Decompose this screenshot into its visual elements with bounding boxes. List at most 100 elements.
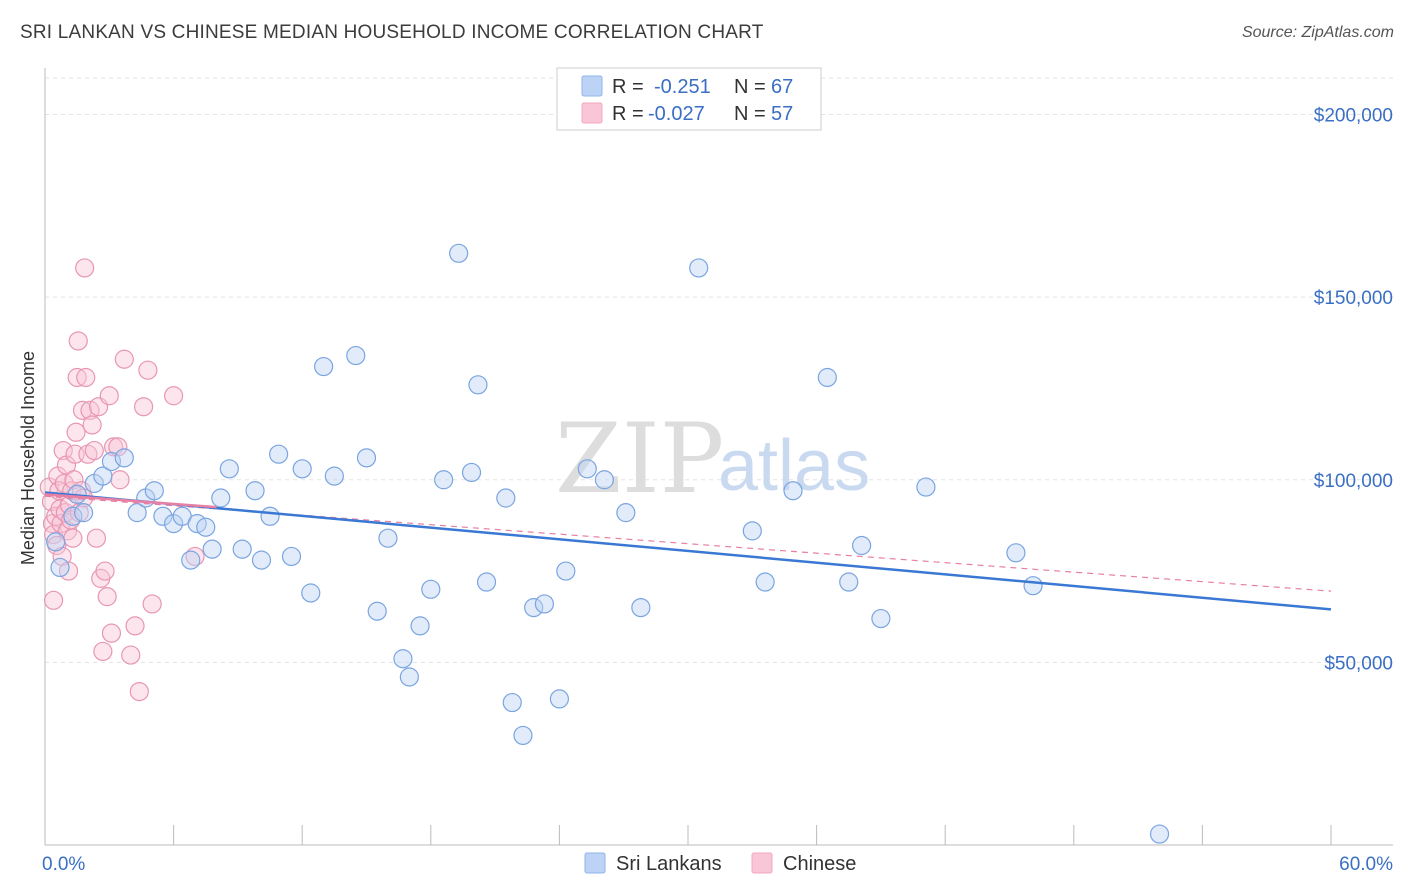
sri-lankans-point-20 [219, 459, 239, 479]
legend-n-label-chinese: N = [734, 103, 766, 125]
trend-line-sri-lankans [44, 491, 1332, 611]
chinese-point-46 [114, 349, 134, 369]
sri-lankans-point-18 [202, 539, 222, 559]
sri-lankans-point-26 [281, 546, 302, 567]
sri-lankans-point-65 [1023, 576, 1043, 596]
x-tick-labels: 0.0% 60.0% [42, 854, 1393, 875]
series-chinese-points [39, 258, 205, 702]
sri-lankans-point-23 [251, 550, 272, 570]
sri-lankans-point-6 [93, 466, 113, 486]
chinese-point-33 [82, 415, 102, 435]
chinese-point-20 [63, 528, 83, 548]
chart-title: SRI LANKAN VS CHINESE MEDIAN HOUSEHOLD I… [20, 22, 764, 43]
chinese-point-42 [101, 623, 122, 643]
legend-r-value-chinese: -0.027 [648, 103, 705, 125]
sri-lankans-point-35 [393, 649, 413, 669]
sri-lankans-point-2 [63, 506, 83, 526]
sri-lankans-point-47 [524, 597, 544, 618]
x-tick-label-min: 0.0% [42, 854, 85, 875]
chinese-point-51 [138, 360, 158, 380]
chinese-point-55 [43, 590, 64, 610]
sri-lankans-point-44 [496, 488, 516, 508]
sri-lankans-point-50 [556, 561, 576, 581]
chinese-point-21 [64, 470, 84, 490]
sri-lankans-point-62 [871, 608, 891, 629]
sri-lankans-point-45 [502, 692, 522, 713]
y-tick-label-3: $200,000 [1314, 106, 1393, 127]
axes [44, 68, 1393, 846]
sri-lankans-point-55 [689, 258, 709, 278]
y-tick-label-2: $150,000 [1314, 288, 1393, 309]
watermark-zip: ZIP [555, 403, 724, 515]
sri-lankans-point-58 [783, 481, 803, 501]
chinese-point-49 [129, 681, 149, 702]
sri-lankans-point-28 [301, 583, 321, 603]
sri-lankans-point-9 [127, 503, 147, 523]
sri-lankans-point-15 [181, 550, 201, 570]
sri-lankans-point-4 [73, 503, 94, 523]
sri-lankans-point-19 [211, 488, 231, 508]
chinese-point-30 [76, 367, 96, 388]
legend-n-value-sri-lankans: 67 [771, 76, 793, 98]
legend-swatch-sri-lankans [581, 75, 603, 97]
sri-lankans-point-48 [534, 594, 554, 614]
sri-lankans-point-17 [196, 517, 216, 537]
watermark-atlas: atlas [718, 426, 870, 506]
chinese-point-11 [53, 440, 73, 461]
stats-legend: R = -0.251 N = 67 R = -0.027 N = 57 [556, 67, 822, 131]
chinese-point-41 [99, 386, 119, 406]
sri-lankans-point-49 [549, 689, 570, 709]
chinese-point-23 [66, 422, 86, 442]
sri-lankans-point-29 [314, 356, 334, 377]
sri-lankans-point-34 [378, 528, 398, 548]
sri-lankans-point-22 [245, 481, 265, 501]
sri-lankans-point-0 [46, 532, 66, 552]
legend-n-value-chinese: 57 [771, 103, 793, 125]
sri-lankans-point-30 [324, 466, 344, 486]
sri-lankans-point-42 [468, 375, 488, 395]
sri-lankans-point-36 [399, 667, 419, 687]
sri-lankans-point-41 [461, 462, 482, 483]
sri-lankans-point-60 [839, 572, 859, 592]
chinese-point-34 [84, 440, 104, 461]
series-legend: Sri Lankans Chinese [584, 852, 856, 875]
sri-lankans-point-56 [742, 521, 762, 541]
sri-lankans-point-54 [631, 597, 651, 618]
sri-lankans-point-63 [916, 477, 936, 497]
sri-lankans-point-46 [513, 725, 533, 746]
sri-lankans-point-11 [144, 481, 164, 501]
chinese-point-9 [51, 513, 71, 534]
watermark: ZIP atlas [555, 403, 870, 515]
chinese-point-48 [125, 616, 145, 636]
sri-lankans-point-43 [476, 572, 497, 592]
chinese-point-52 [142, 594, 162, 614]
sri-lankans-point-32 [356, 448, 377, 468]
bottom-legend-label-chinese: Chinese [783, 853, 856, 875]
chinese-point-31 [78, 444, 98, 464]
legend-r-value-sri-lankans: -0.251 [654, 76, 711, 98]
sri-lankans-point-24 [260, 506, 280, 526]
sri-lankans-point-61 [852, 535, 872, 556]
sri-lankans-point-37 [410, 616, 430, 636]
y-tick-label-0: $50,000 [1324, 653, 1393, 674]
legend-r-label-chinese: R = [612, 103, 644, 125]
sri-lankans-point-66 [1149, 824, 1170, 844]
trend-line-chinese [44, 493, 217, 509]
chinese-point-25 [68, 331, 88, 351]
bottom-legend-label-sri-lankans: Sri Lankans [616, 853, 722, 875]
chinese-point-35 [86, 528, 107, 548]
source-label: Source: ZipAtlas.com [1241, 24, 1394, 41]
sri-lankans-point-25 [269, 444, 289, 464]
sri-lankans-point-12 [153, 506, 173, 526]
sri-lankans-point-8 [114, 448, 134, 468]
sri-lankans-point-57 [755, 572, 775, 592]
sri-lankans-point-52 [594, 470, 615, 490]
chinese-point-50 [133, 397, 154, 417]
sri-lankans-point-21 [232, 539, 252, 559]
sri-lankans-point-1 [50, 557, 70, 578]
sri-lankans-point-7 [101, 451, 122, 472]
series-sri-lankans-points [46, 243, 1170, 844]
x-tick-label-max: 60.0% [1339, 854, 1393, 875]
chinese-point-45 [110, 470, 130, 490]
